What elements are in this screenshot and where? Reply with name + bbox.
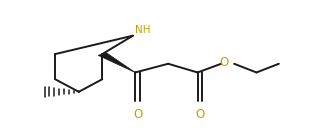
- Text: NH: NH: [135, 25, 151, 35]
- Polygon shape: [98, 53, 135, 72]
- Text: O: O: [195, 108, 204, 121]
- Text: O: O: [219, 56, 228, 69]
- Text: O: O: [133, 108, 142, 121]
